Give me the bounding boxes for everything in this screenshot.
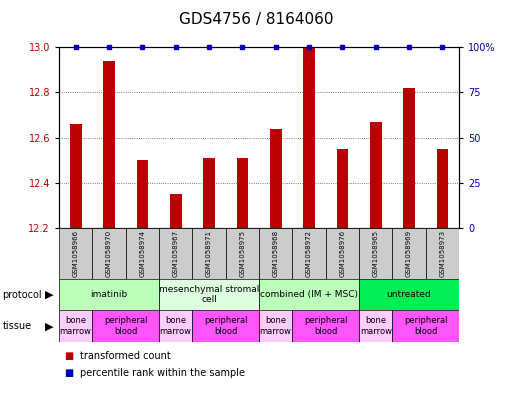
Bar bbox=[226, 228, 259, 279]
Text: GSM1058976: GSM1058976 bbox=[340, 230, 345, 277]
Text: GSM1058974: GSM1058974 bbox=[140, 230, 145, 277]
Bar bbox=[92, 228, 126, 279]
Bar bbox=[392, 310, 459, 342]
Bar bbox=[159, 228, 192, 279]
Bar bbox=[292, 228, 326, 279]
Point bbox=[271, 44, 280, 50]
Text: GSM1058969: GSM1058969 bbox=[406, 230, 412, 277]
Point bbox=[171, 44, 180, 50]
Bar bbox=[192, 310, 259, 342]
Bar bbox=[92, 310, 159, 342]
Text: GSM1058971: GSM1058971 bbox=[206, 230, 212, 277]
Point bbox=[138, 44, 146, 50]
Text: peripheral
blood: peripheral blood bbox=[204, 316, 247, 336]
Bar bbox=[192, 228, 226, 279]
Bar bbox=[337, 149, 348, 228]
Text: ■: ■ bbox=[64, 351, 73, 361]
Point bbox=[338, 44, 346, 50]
Text: bone
marrow: bone marrow bbox=[160, 316, 192, 336]
Bar bbox=[359, 310, 392, 342]
Text: GSM1058973: GSM1058973 bbox=[440, 230, 445, 277]
Text: ■: ■ bbox=[64, 368, 73, 378]
Text: mesenchymal stromal
cell: mesenchymal stromal cell bbox=[159, 285, 259, 305]
Bar bbox=[326, 228, 359, 279]
Point bbox=[71, 44, 80, 50]
Bar bbox=[259, 279, 359, 310]
Point bbox=[305, 44, 313, 50]
Bar bbox=[126, 228, 159, 279]
Point bbox=[238, 44, 246, 50]
Text: transformed count: transformed count bbox=[80, 351, 170, 361]
Text: GSM1058967: GSM1058967 bbox=[173, 230, 179, 277]
Bar bbox=[437, 149, 448, 228]
Bar bbox=[159, 310, 192, 342]
Bar bbox=[236, 158, 248, 228]
Text: percentile rank within the sample: percentile rank within the sample bbox=[80, 368, 245, 378]
Bar bbox=[70, 124, 82, 228]
Bar bbox=[103, 61, 115, 228]
Text: tissue: tissue bbox=[3, 321, 32, 331]
Bar bbox=[203, 158, 215, 228]
Point bbox=[405, 44, 413, 50]
Text: GSM1058968: GSM1058968 bbox=[273, 230, 279, 277]
Bar bbox=[259, 310, 292, 342]
Bar bbox=[370, 122, 382, 228]
Text: ▶: ▶ bbox=[45, 290, 53, 300]
Bar bbox=[403, 88, 415, 228]
Point bbox=[438, 44, 446, 50]
Bar bbox=[359, 228, 392, 279]
Text: peripheral
blood: peripheral blood bbox=[104, 316, 147, 336]
Point bbox=[205, 44, 213, 50]
Bar bbox=[303, 47, 315, 228]
Text: untreated: untreated bbox=[387, 290, 431, 299]
Text: GSM1058970: GSM1058970 bbox=[106, 230, 112, 277]
Text: GDS4756 / 8164060: GDS4756 / 8164060 bbox=[179, 12, 334, 27]
Point bbox=[105, 44, 113, 50]
Text: peripheral
blood: peripheral blood bbox=[404, 316, 447, 336]
Text: bone
marrow: bone marrow bbox=[260, 316, 292, 336]
Bar bbox=[59, 228, 92, 279]
Bar bbox=[292, 310, 359, 342]
Text: GSM1058966: GSM1058966 bbox=[73, 230, 78, 277]
Bar bbox=[259, 228, 292, 279]
Point bbox=[371, 44, 380, 50]
Text: GSM1058975: GSM1058975 bbox=[240, 230, 245, 277]
Bar bbox=[359, 279, 459, 310]
Bar bbox=[392, 228, 426, 279]
Text: peripheral
blood: peripheral blood bbox=[304, 316, 347, 336]
Bar bbox=[170, 194, 182, 228]
Text: imatinib: imatinib bbox=[90, 290, 128, 299]
Bar bbox=[159, 279, 259, 310]
Bar bbox=[270, 129, 282, 228]
Bar bbox=[426, 228, 459, 279]
Text: bone
marrow: bone marrow bbox=[360, 316, 392, 336]
Text: combined (IM + MSC): combined (IM + MSC) bbox=[260, 290, 358, 299]
Bar bbox=[59, 310, 92, 342]
Text: ▶: ▶ bbox=[45, 321, 53, 331]
Text: bone
marrow: bone marrow bbox=[60, 316, 92, 336]
Bar bbox=[59, 279, 159, 310]
Text: protocol: protocol bbox=[3, 290, 42, 300]
Bar bbox=[136, 160, 148, 228]
Text: GSM1058965: GSM1058965 bbox=[373, 230, 379, 277]
Text: GSM1058972: GSM1058972 bbox=[306, 230, 312, 277]
